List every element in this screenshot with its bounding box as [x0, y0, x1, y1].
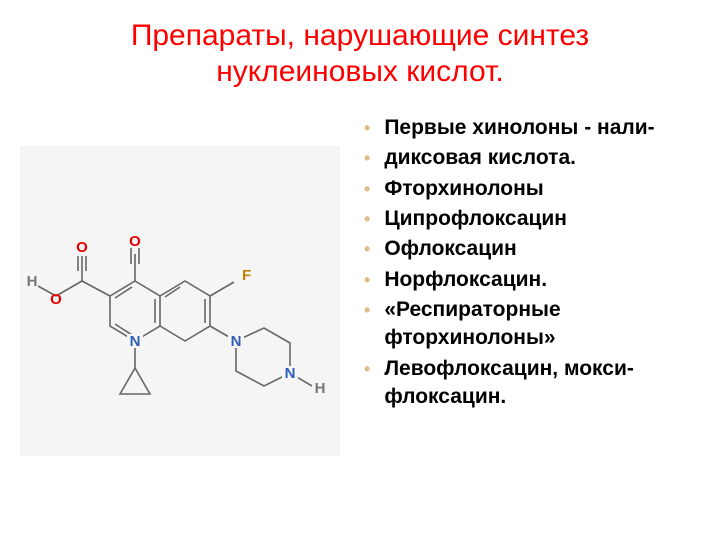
list-item: • Норфлоксацин. — [364, 266, 700, 294]
bullet-text: «Респираторные фторхинолоны» — [384, 296, 700, 353]
bullet-icon: • — [364, 177, 370, 201]
bullet-text: Левофлоксацин, мокси-флоксацин. — [384, 355, 700, 412]
bullet-icon: • — [364, 268, 370, 292]
bullet-icon: • — [364, 116, 370, 140]
list-item: • диксовая кислота. — [364, 144, 700, 172]
bullet-text: диксовая кислота. — [384, 144, 700, 172]
bullet-text: Фторхинолоны — [384, 175, 700, 203]
atom-O-ketone: O — [129, 233, 141, 250]
atom-N-piperazine-2: N — [285, 365, 296, 382]
content-row: O O O H F N N N H • Первые хинолоны - на… — [0, 110, 720, 456]
bullet-icon: • — [364, 207, 370, 231]
atom-O-carbonyl: O — [76, 239, 88, 256]
title-line-1: Препараты, нарушающие синтез — [131, 19, 589, 52]
list-item: • Левофлоксацин, мокси-флоксацин. — [364, 355, 700, 412]
list-item: • «Респираторные фторхинолоны» — [364, 296, 700, 353]
slide-title: Препараты, нарушающие синтез нуклеиновых… — [0, 0, 720, 90]
list-item: • Ципрофлоксацин — [364, 205, 700, 233]
atom-N-piperazine-1: N — [231, 333, 242, 350]
atom-O-hydroxyl: O — [50, 291, 62, 308]
atom-H-acid: H — [27, 273, 38, 290]
bullet-text: Норфлоксацин. — [384, 266, 700, 294]
bullet-text: Офлоксацин — [384, 235, 700, 263]
atom-F: F — [242, 267, 251, 284]
atom-H-amine: H — [315, 380, 326, 397]
bullet-icon: • — [364, 146, 370, 170]
bullet-text: Ципрофлоксацин — [384, 205, 700, 233]
bullet-icon: • — [364, 357, 370, 381]
list-item: • Фторхинолоны — [364, 175, 700, 203]
list-item: • Офлоксацин — [364, 235, 700, 263]
title-line-2: нуклеиновых кислот. — [216, 55, 504, 88]
bullet-text: Первые хинолоны - нали- — [384, 114, 700, 142]
bullet-list: • Первые хинолоны - нали- • диксовая кис… — [340, 110, 700, 456]
bullet-icon: • — [364, 237, 370, 261]
ciprofloxacin-structure: O O O H F N N N H — [20, 146, 340, 456]
atom-N-quinolone: N — [130, 333, 141, 350]
molecule-panel: O O O H F N N N H — [20, 146, 340, 456]
list-item: • Первые хинолоны - нали- — [364, 114, 700, 142]
bullet-icon: • — [364, 298, 370, 322]
